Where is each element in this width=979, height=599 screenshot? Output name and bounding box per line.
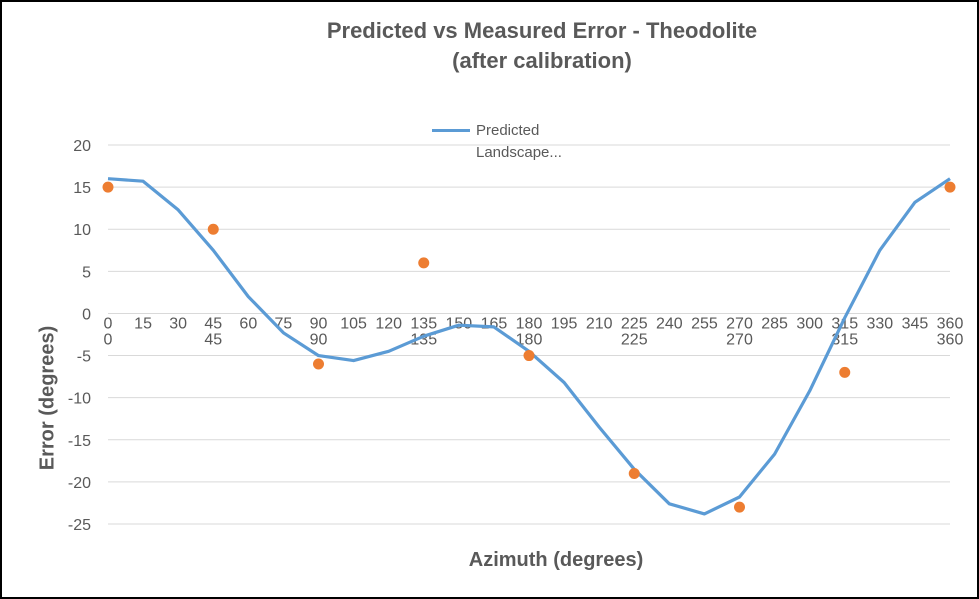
x-tick-label: 210 <box>586 315 613 332</box>
legend-label-predicted: Predicted Landscape... <box>476 122 562 161</box>
x-tick-label: 300 <box>796 315 823 332</box>
y-tick-label: -25 <box>68 517 91 534</box>
x-tick-label: 60 <box>239 315 257 332</box>
x-tick-label: 345 <box>902 315 929 332</box>
x-tick-label-secondary: 225 <box>621 331 648 348</box>
x-tick-label: 360 <box>937 315 964 332</box>
measured-data-point <box>102 181 114 193</box>
y-tick-label: -5 <box>77 349 91 366</box>
measured-data-point <box>734 501 745 513</box>
x-tick-label: 330 <box>866 315 893 332</box>
x-tick-label: 105 <box>340 315 367 332</box>
measured-data-point <box>418 257 430 269</box>
x-tick-label-secondary: 315 <box>831 331 858 348</box>
x-tick-label-secondary: 180 <box>516 331 543 348</box>
x-tick-label: 45 <box>204 315 222 332</box>
x-tick-label: 120 <box>375 315 402 332</box>
measured-data-point <box>944 181 956 193</box>
y-tick-label: 0 <box>82 306 91 323</box>
legend-line-swatch <box>432 129 470 132</box>
measured-data-point <box>523 350 535 362</box>
x-tick-label-secondary: 270 <box>726 331 753 348</box>
x-tick-label: 135 <box>410 315 437 332</box>
x-tick-label-secondary: 360 <box>937 331 964 348</box>
x-tick-label-secondary: 0 <box>104 331 113 348</box>
measured-data-point <box>839 366 851 378</box>
y-tick-label: -20 <box>68 475 91 492</box>
measured-data-point <box>207 223 219 235</box>
chart-title: Predicted vs Measured Error - Theodolite… <box>252 16 832 76</box>
y-tick-label: -15 <box>68 433 91 450</box>
chart-title-line-2: (after calibration) <box>452 48 632 73</box>
x-tick-label: 285 <box>761 315 788 332</box>
y-tick-label: 15 <box>73 180 91 197</box>
chart-title-line-1: Predicted vs Measured Error - Theodolite <box>326 18 758 43</box>
x-tick-label: 0 <box>104 315 113 332</box>
measured-data-point <box>313 358 324 370</box>
x-tick-label: 180 <box>516 315 543 332</box>
y-tick-label: 10 <box>73 222 91 239</box>
y-tick-label: 5 <box>82 264 91 281</box>
x-tick-label: 195 <box>551 315 578 332</box>
x-tick-label: 165 <box>481 315 508 332</box>
measured-data-point <box>628 467 640 479</box>
x-axis-title: Azimuth (degrees) <box>468 549 644 571</box>
x-tick-label: 90 <box>310 315 328 332</box>
x-tick-label-secondary: 90 <box>310 331 328 348</box>
y-tick-label: -10 <box>68 391 91 408</box>
x-tick-label: 75 <box>275 315 293 332</box>
x-tick-label: 30 <box>169 315 187 332</box>
x-tick-label: 270 <box>726 315 753 332</box>
x-tick-label-secondary: 45 <box>204 331 222 348</box>
y-tick-label: 20 <box>73 138 91 155</box>
x-tick-label: 255 <box>691 315 718 332</box>
x-tick-label: 240 <box>656 315 683 332</box>
x-tick-label: 15 <box>134 315 152 332</box>
x-tick-label: 225 <box>621 315 648 332</box>
